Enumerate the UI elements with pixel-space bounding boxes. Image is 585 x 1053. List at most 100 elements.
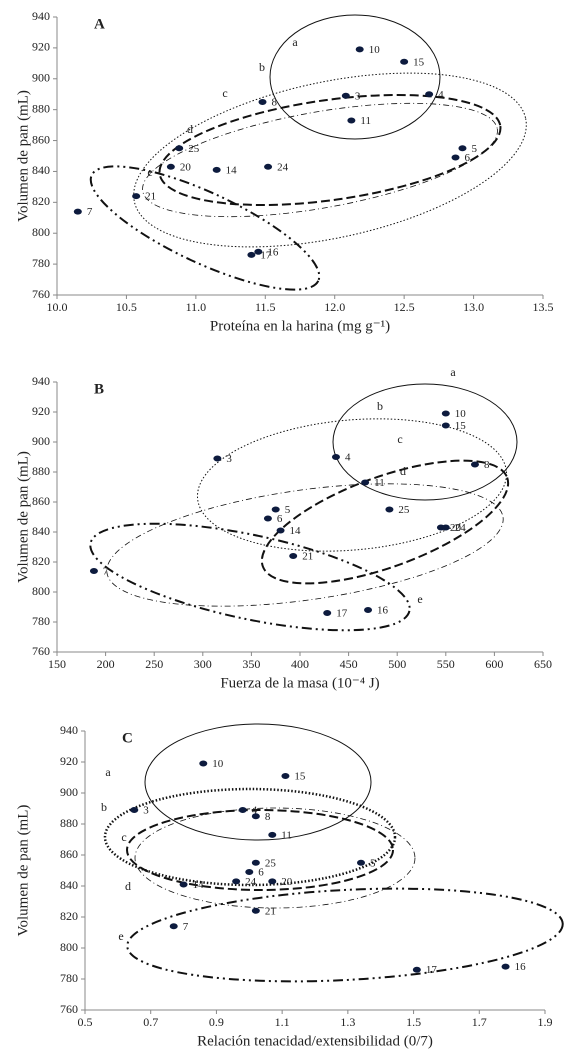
point-label: 25 bbox=[265, 857, 277, 869]
x-axis-title: Fuerza de la masa (10⁻⁴ J) bbox=[220, 675, 379, 691]
point-label: 17 bbox=[260, 249, 272, 261]
point-label: 11 bbox=[281, 829, 292, 841]
y-tick-label: 820 bbox=[60, 909, 78, 923]
point-label: 14 bbox=[226, 164, 238, 176]
y-tick-label: 940 bbox=[32, 374, 50, 388]
y-tick-label: 840 bbox=[32, 163, 50, 177]
y-tick-label: 920 bbox=[60, 754, 78, 768]
group-label: a bbox=[450, 365, 456, 379]
point bbox=[175, 145, 184, 152]
panel-label: A bbox=[94, 16, 105, 32]
y-tick-label: 800 bbox=[32, 225, 50, 239]
y-tick-label: 900 bbox=[32, 434, 50, 448]
point-label: 25 bbox=[188, 143, 200, 155]
point bbox=[89, 568, 98, 574]
group-ellipse bbox=[134, 807, 416, 909]
y-tick-label: 840 bbox=[32, 524, 50, 538]
point bbox=[130, 807, 139, 814]
y-tick-label: 880 bbox=[60, 816, 78, 830]
point-label: 11 bbox=[374, 477, 385, 489]
point-label: 25 bbox=[398, 504, 410, 516]
y-axis-title: Volumen de pan (mL) bbox=[15, 805, 31, 937]
point-label: 10 bbox=[369, 44, 381, 56]
point bbox=[238, 807, 247, 814]
point bbox=[245, 869, 254, 876]
group-ellipse bbox=[133, 72, 527, 248]
point bbox=[212, 166, 221, 173]
point bbox=[364, 607, 373, 613]
point bbox=[341, 92, 350, 99]
x-axis-title: Relación tenacidad/extensibilidad (0/7) bbox=[197, 1033, 433, 1049]
y-tick-label: 780 bbox=[32, 256, 50, 270]
point-label: 4 bbox=[252, 805, 258, 817]
group-ellipse bbox=[126, 809, 394, 891]
group-label: c bbox=[121, 830, 126, 844]
point-label: 4 bbox=[345, 452, 351, 464]
point bbox=[169, 923, 178, 930]
y-tick-label: 760 bbox=[60, 1002, 78, 1016]
group-ellipse bbox=[142, 102, 498, 218]
y-axis-title: Volumen de pan (mL) bbox=[15, 90, 31, 222]
x-tick-label: 250 bbox=[145, 657, 163, 671]
y-tick-label: 860 bbox=[60, 847, 78, 861]
point bbox=[166, 163, 175, 170]
point-label: 14 bbox=[193, 879, 205, 891]
point bbox=[441, 524, 450, 531]
point bbox=[281, 772, 290, 779]
point bbox=[331, 454, 340, 460]
point-label: 21 bbox=[145, 191, 156, 203]
point bbox=[357, 859, 365, 866]
group-label: d bbox=[187, 122, 193, 136]
point bbox=[254, 248, 263, 255]
y-tick-label: 900 bbox=[32, 71, 50, 85]
point-label: 24 bbox=[277, 161, 289, 173]
y-tick-label: 780 bbox=[32, 614, 50, 628]
group-ellipse bbox=[89, 165, 321, 291]
point-label: 17 bbox=[336, 608, 348, 620]
point-label: 16 bbox=[515, 961, 527, 973]
point bbox=[199, 760, 208, 767]
x-tick-label: 1.3 bbox=[340, 1015, 355, 1029]
point-label: 21 bbox=[265, 905, 276, 917]
x-tick-label: 0.5 bbox=[78, 1015, 93, 1029]
x-tick-label: 500 bbox=[388, 657, 406, 671]
group-label: e bbox=[118, 929, 123, 943]
point-label: 5 bbox=[285, 504, 291, 516]
y-tick-label: 920 bbox=[32, 40, 50, 54]
x-tick-label: 11.0 bbox=[186, 300, 207, 314]
y-tick-label: 940 bbox=[60, 723, 78, 737]
y-axis-title: Volumen de pan (mL) bbox=[15, 451, 31, 583]
point-label: 10 bbox=[212, 758, 224, 770]
group-label: b bbox=[377, 399, 383, 413]
point bbox=[179, 881, 188, 888]
group-label: d bbox=[125, 879, 131, 893]
group-ellipse bbox=[106, 483, 504, 607]
x-tick-label: 0.9 bbox=[209, 1015, 224, 1029]
group-label: d bbox=[400, 464, 406, 478]
point bbox=[425, 91, 434, 98]
point-label: 20 bbox=[281, 876, 293, 888]
point-label: 8 bbox=[484, 459, 490, 471]
point-label: 3 bbox=[355, 90, 361, 102]
group-label: a bbox=[105, 765, 111, 779]
point-label: 4 bbox=[438, 89, 444, 101]
y-tick-label: 820 bbox=[32, 554, 50, 568]
panel-label: C bbox=[122, 730, 133, 746]
y-tick-label: 800 bbox=[60, 940, 78, 954]
group-label: e bbox=[147, 165, 152, 179]
point-label: 8 bbox=[265, 811, 271, 823]
point bbox=[213, 455, 222, 462]
group-label: b bbox=[101, 800, 107, 814]
point bbox=[323, 610, 332, 616]
point-label: 6 bbox=[277, 513, 283, 525]
group-label: b bbox=[259, 60, 265, 74]
point bbox=[264, 163, 273, 170]
point bbox=[412, 966, 421, 973]
point bbox=[501, 963, 510, 970]
x-tick-label: 400 bbox=[291, 657, 309, 671]
group-ellipse bbox=[126, 887, 564, 983]
panel-label: B bbox=[94, 381, 104, 397]
x-tick-label: 0.7 bbox=[143, 1015, 158, 1029]
point-label: 24 bbox=[455, 522, 467, 534]
point-label: 11 bbox=[360, 115, 371, 127]
